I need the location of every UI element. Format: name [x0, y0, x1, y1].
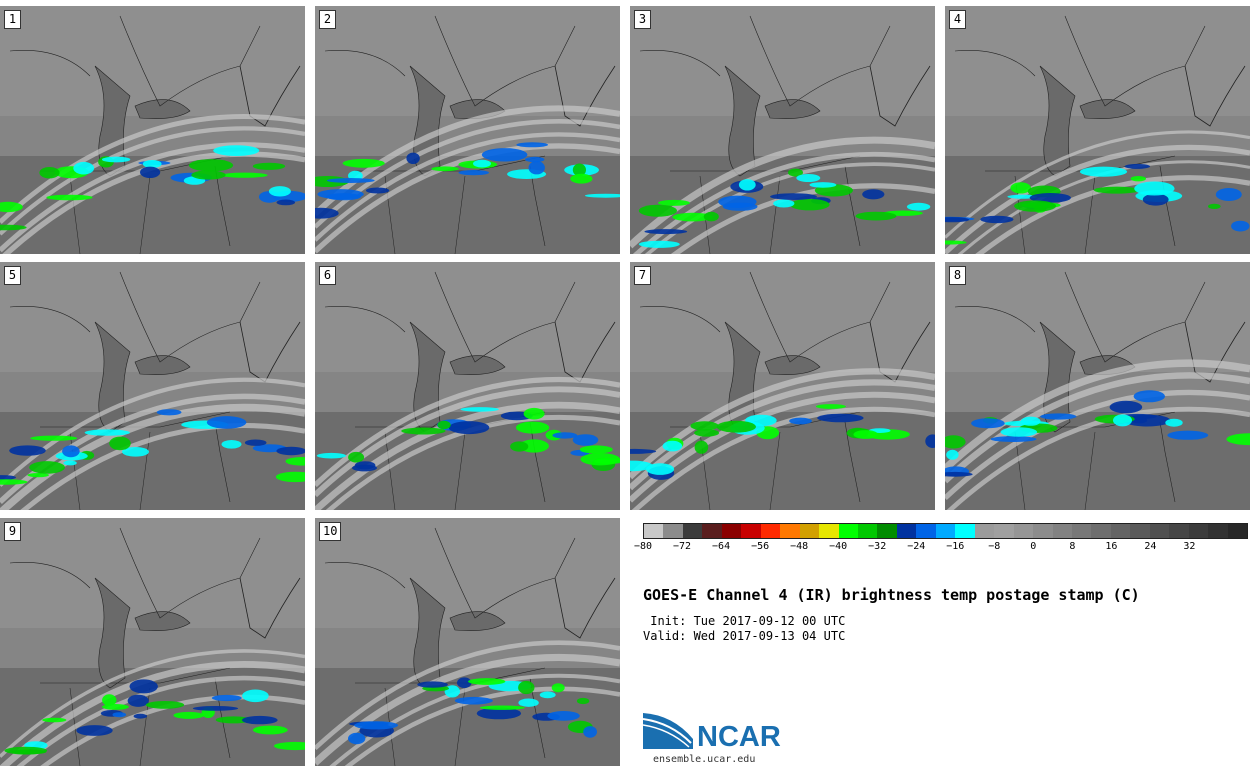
colorbar-swatch — [663, 524, 683, 538]
map-panel: 9 — [0, 518, 305, 766]
colorbar-tick-label: −24 — [907, 541, 926, 552]
colorbar-tick-label: 0 — [1030, 541, 1037, 552]
colorbar-swatch — [819, 524, 839, 538]
colorbar-tick-label: 24 — [1144, 541, 1157, 552]
satellite-map-icon — [0, 6, 305, 254]
panel-number: 1 — [4, 10, 21, 29]
satellite-map-icon — [630, 262, 935, 510]
colorbar-swatch — [935, 524, 956, 538]
colorbar-swatch — [1013, 524, 1034, 538]
colorbar-swatch — [702, 524, 722, 538]
map-panel: 5 — [0, 262, 305, 510]
colorbar-tick-label: −16 — [946, 541, 965, 552]
colorbar-tick-label: −72 — [673, 541, 692, 552]
colorbar-swatch — [955, 524, 975, 538]
satellite-map-icon — [945, 6, 1250, 254]
valid-time: Valid: Wed 2017-09-13 04 UTC — [643, 629, 846, 643]
panel-number: 7 — [634, 266, 651, 285]
colorbar-tick-label: −56 — [751, 541, 770, 552]
colorbar-swatch — [1033, 524, 1053, 538]
colorbar-swatch — [780, 524, 800, 538]
satellite-map-icon — [630, 6, 935, 254]
colorbar-swatch — [799, 524, 820, 538]
satellite-map-icon — [945, 262, 1250, 510]
map-panel: 4 — [945, 6, 1250, 254]
colorbar-swatch — [1052, 524, 1072, 538]
colorbar-swatch — [1169, 524, 1189, 538]
colorbar-swatch — [877, 524, 897, 538]
colorbar-ticks: −80 −72 −64 −56 −48 −40 −32 −24 −16 −8 0 8 16 24 32 — [634, 541, 1248, 555]
ncar-logo-text: NCAR — [697, 721, 781, 753]
panel-number: 6 — [319, 266, 336, 285]
satellite-map-icon — [315, 6, 620, 254]
colorbar-swatch — [682, 524, 703, 538]
colorbar-tick-label: −32 — [868, 541, 887, 552]
map-panel: 10 — [315, 518, 620, 766]
panel-number: 4 — [949, 10, 966, 29]
colorbar-swatch — [1227, 524, 1248, 538]
colorbar-tick-label: 8 — [1069, 541, 1076, 552]
panel-number: 2 — [319, 10, 336, 29]
map-panel: 3 — [630, 6, 935, 254]
colorbar-swatch — [1208, 524, 1228, 538]
colorbar-swatch — [1110, 524, 1131, 538]
colorbar-swatch — [760, 524, 781, 538]
colorbar-swatch — [1130, 524, 1150, 538]
satellite-map-icon — [0, 518, 305, 766]
colorbar-tick-label: −80 — [633, 541, 653, 552]
ncar-logo-icon — [643, 713, 693, 749]
panel-number: 9 — [4, 522, 21, 541]
colorbar-swatch — [896, 524, 917, 538]
colorbar-tick-label: −40 — [829, 541, 848, 552]
colorbar-swatch — [1149, 524, 1170, 538]
colorbar-swatch — [741, 524, 761, 538]
panel-number: 3 — [634, 10, 651, 29]
map-panel: 2 — [315, 6, 620, 254]
figure-title: GOES-E Channel 4 (IR) brightness temp po… — [643, 586, 1140, 604]
colorbar-tick-label: 16 — [1105, 541, 1118, 552]
satellite-map-icon — [315, 518, 620, 766]
colorbar-tick-label: −64 — [712, 541, 731, 552]
colorbar-tick-label: −8 — [988, 541, 1001, 552]
colorbar-tick-label: −48 — [790, 541, 809, 552]
colorbar-tick-label: 32 — [1183, 541, 1196, 552]
colorbar-swatch — [974, 524, 995, 538]
colorbar-swatch — [916, 524, 936, 538]
panel-number: 5 — [4, 266, 21, 285]
colorbar-swatch — [857, 524, 878, 538]
map-panel: 6 — [315, 262, 620, 510]
map-panel: 1 — [0, 6, 305, 254]
colorbar-swatch — [1091, 524, 1111, 538]
colorbar-swatch — [721, 524, 742, 538]
colorbar-swatch — [1188, 524, 1209, 538]
panel-number: 8 — [949, 266, 966, 285]
colorbar-swatch — [1071, 524, 1092, 538]
satellite-map-icon — [315, 262, 620, 510]
map-panel: 7 — [630, 262, 935, 510]
satellite-map-icon — [0, 262, 305, 510]
map-panel: 8 — [945, 262, 1250, 510]
temperature-colorbar — [643, 523, 1248, 539]
init-time: Init: Tue 2017-09-12 00 UTC — [643, 614, 846, 628]
colorbar-swatch — [644, 524, 664, 538]
panel-number: 10 — [319, 522, 342, 541]
site-url: ensemble.ucar.edu — [653, 754, 756, 765]
colorbar-swatch — [838, 524, 858, 538]
colorbar-swatch — [994, 524, 1014, 538]
